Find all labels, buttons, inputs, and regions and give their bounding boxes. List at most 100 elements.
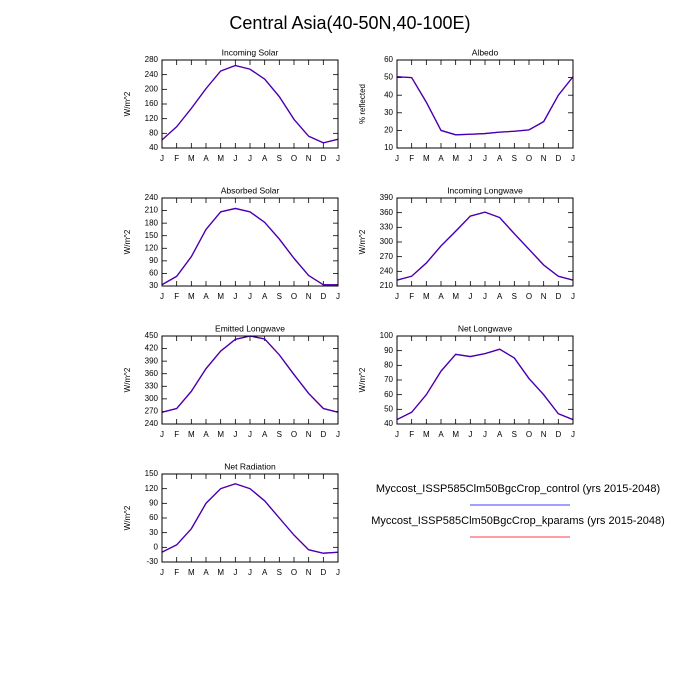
y-tick-label: 50 [384, 73, 393, 82]
x-tick-label: A [262, 430, 268, 439]
figure-title: Central Asia(40-50N,40-100E) [229, 13, 470, 33]
x-tick-label: J [233, 568, 237, 577]
y-tick-label: 120 [145, 484, 159, 493]
panel-title: Net Longwave [458, 323, 513, 333]
plot-frame [161, 473, 339, 563]
y-tick-label: 40 [384, 419, 393, 428]
x-tick-label: S [277, 154, 282, 163]
y-tick-label: 40 [384, 90, 393, 99]
series-line [161, 483, 339, 554]
y-tick-label: 40 [149, 143, 158, 152]
y-tick-label: 200 [145, 84, 159, 93]
x-tick-label: J [160, 568, 164, 577]
x-tick-label: J [336, 154, 340, 163]
panel-title: Emitted Longwave [215, 323, 285, 333]
x-tick-label: D [320, 292, 326, 301]
y-tick-label: 30 [149, 528, 158, 537]
x-tick-label: A [497, 154, 503, 163]
y-tick-label: 210 [380, 281, 394, 290]
x-tick-label: A [497, 430, 503, 439]
y-axis-label: % reflected [358, 84, 367, 124]
y-axis-label: W/m^2 [123, 505, 132, 530]
y-tick-label: 50 [384, 404, 393, 413]
x-tick-label: F [174, 430, 179, 439]
series-line [396, 76, 574, 136]
y-tick-label: 90 [149, 256, 158, 265]
series-line [396, 348, 574, 421]
x-tick-label: J [160, 292, 164, 301]
y-tick-label: 120 [145, 114, 159, 123]
x-tick-label: M [217, 430, 224, 439]
x-tick-label: J [248, 292, 252, 301]
y-tick-label: 270 [380, 252, 394, 261]
x-tick-label: D [555, 154, 561, 163]
x-tick-label: J [395, 292, 399, 301]
y-tick-label: 80 [384, 360, 393, 369]
x-tick-label: F [409, 292, 414, 301]
y-tick-label: 60 [384, 55, 393, 64]
plot-frame [161, 197, 339, 287]
plot-frame [396, 59, 574, 149]
x-tick-label: N [306, 154, 312, 163]
x-tick-label: D [320, 430, 326, 439]
x-tick-label: M [423, 154, 430, 163]
series-line [161, 335, 339, 413]
panel-title: Incoming Solar [222, 47, 279, 57]
x-tick-label: J [248, 430, 252, 439]
series-line [396, 211, 574, 281]
x-tick-label: M [452, 292, 459, 301]
y-tick-label: 180 [145, 218, 159, 227]
x-tick-label: J [248, 568, 252, 577]
y-tick-label: 240 [145, 70, 159, 79]
x-tick-label: A [262, 292, 268, 301]
x-tick-label: F [409, 430, 414, 439]
x-tick-label: F [409, 154, 414, 163]
x-tick-label: A [438, 430, 444, 439]
x-tick-label: O [291, 430, 297, 439]
x-tick-label: J [336, 430, 340, 439]
x-tick-label: J [160, 154, 164, 163]
x-tick-label: J [395, 430, 399, 439]
x-tick-label: M [188, 292, 195, 301]
y-tick-label: 330 [380, 222, 394, 231]
x-tick-label: M [217, 568, 224, 577]
y-tick-label: 10 [384, 143, 393, 152]
x-tick-label: A [203, 154, 209, 163]
y-tick-label: 150 [145, 231, 159, 240]
x-tick-label: J [468, 430, 472, 439]
y-tick-label: 360 [380, 208, 394, 217]
y-axis-label: W/m^2 [123, 367, 132, 392]
y-tick-label: 390 [145, 356, 159, 365]
x-tick-label: S [277, 292, 282, 301]
x-tick-label: J [233, 154, 237, 163]
x-tick-label: A [438, 292, 444, 301]
y-tick-label: 330 [145, 381, 159, 390]
plot-frame [161, 59, 339, 149]
series-line [161, 64, 339, 144]
y-tick-label: 240 [145, 419, 159, 428]
x-tick-label: M [423, 430, 430, 439]
x-tick-label: N [541, 154, 547, 163]
x-tick-label: J [468, 292, 472, 301]
y-axis-label: W/m^2 [123, 229, 132, 254]
x-tick-label: J [160, 430, 164, 439]
x-tick-label: A [203, 568, 209, 577]
x-tick-label: A [203, 292, 209, 301]
x-tick-label: O [526, 154, 532, 163]
y-tick-label: 450 [145, 331, 159, 340]
x-tick-label: A [203, 430, 209, 439]
series-line [161, 64, 339, 144]
x-tick-label: J [233, 292, 237, 301]
x-tick-label: J [483, 292, 487, 301]
x-tick-label: A [262, 154, 268, 163]
panel-title: Net Radiation [224, 461, 276, 471]
y-tick-label: 270 [145, 407, 159, 416]
y-axis-label: W/m^2 [123, 91, 132, 116]
y-tick-label: 90 [384, 346, 393, 355]
x-tick-label: O [291, 154, 297, 163]
x-tick-label: M [452, 154, 459, 163]
x-tick-label: S [277, 430, 282, 439]
x-tick-label: J [571, 154, 575, 163]
x-tick-label: D [320, 568, 326, 577]
